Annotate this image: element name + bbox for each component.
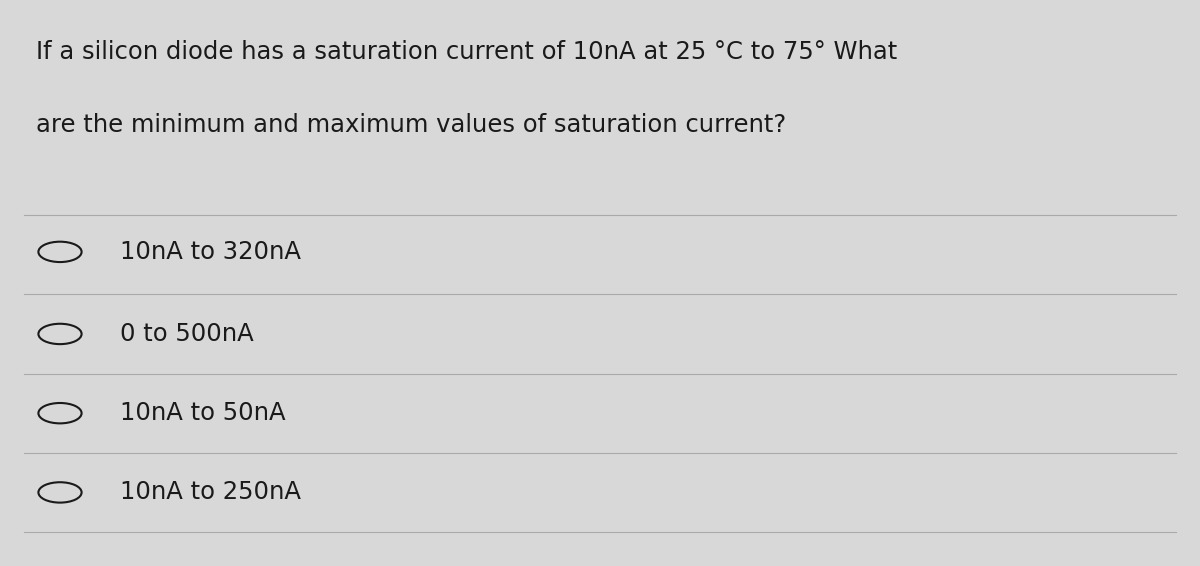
Text: 10nA to 320nA: 10nA to 320nA (120, 240, 301, 264)
Text: 10nA to 50nA: 10nA to 50nA (120, 401, 286, 425)
Text: 0 to 500nA: 0 to 500nA (120, 322, 253, 346)
Text: are the minimum and maximum values of saturation current?: are the minimum and maximum values of sa… (36, 113, 786, 137)
Text: If a silicon diode has a saturation current of 10nA at 25 °C to 75° What: If a silicon diode has a saturation curr… (36, 40, 898, 63)
Text: 10nA to 250nA: 10nA to 250nA (120, 481, 301, 504)
